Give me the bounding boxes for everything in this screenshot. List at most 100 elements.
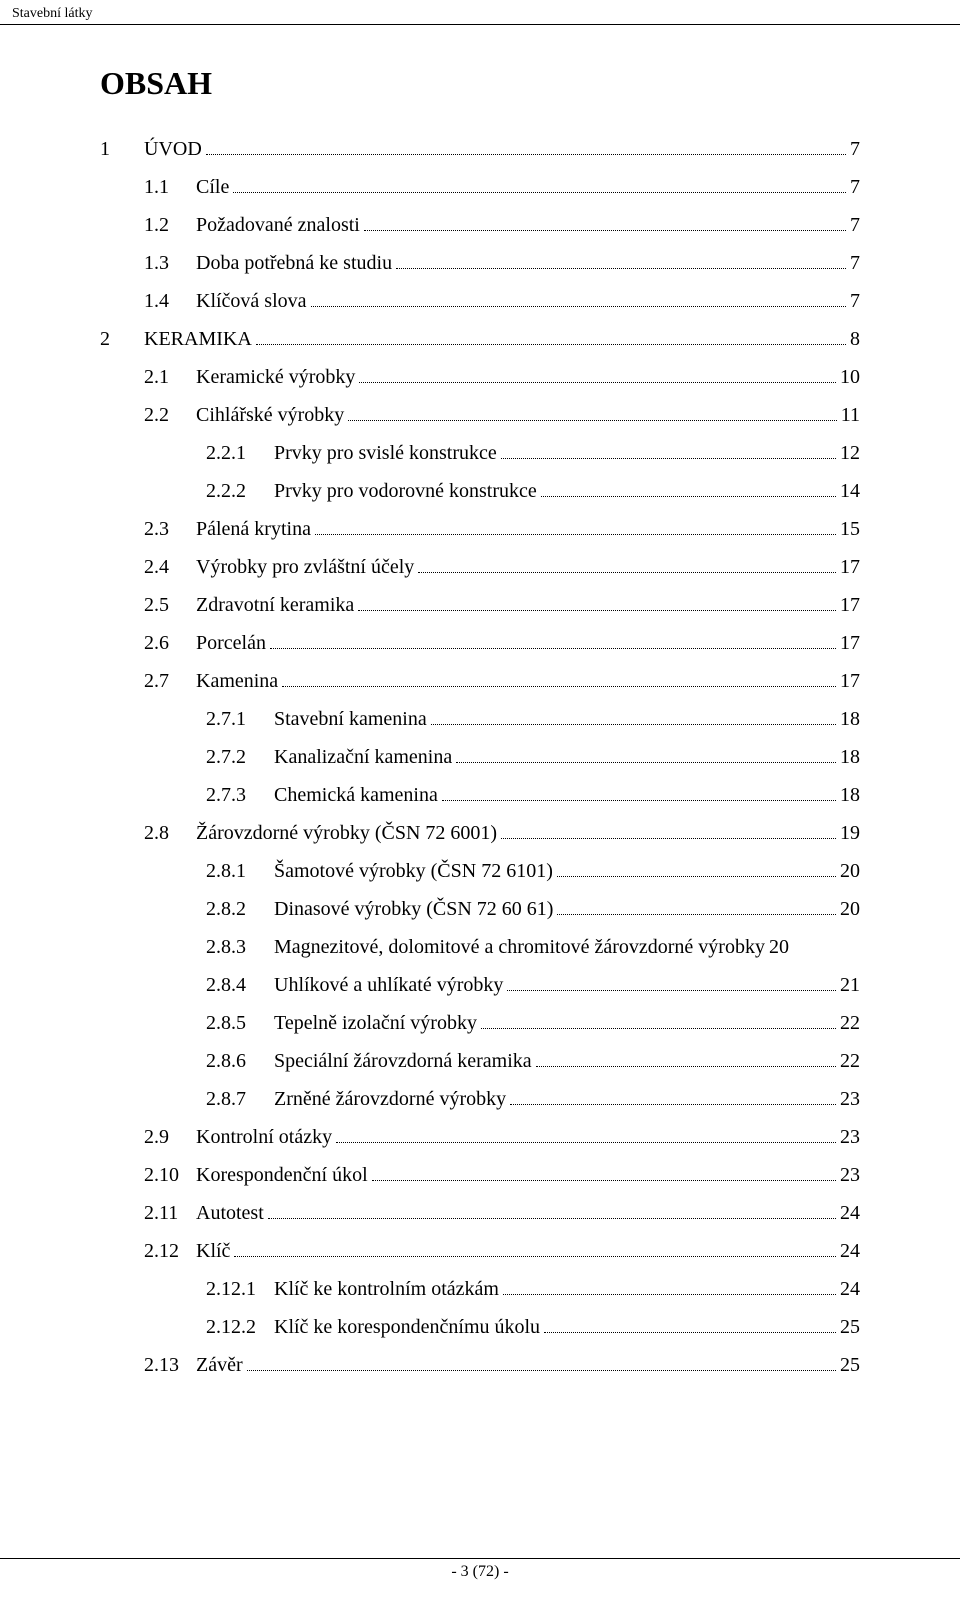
toc-entry[interactable]: 2.2Cihlářské výrobky 11 <box>100 396 860 434</box>
toc-entry[interactable]: 2.8.3Magnezitové, dolomitové a chromitov… <box>100 928 860 966</box>
toc-label: Korespondenční úkol <box>196 1156 368 1194</box>
toc-leader-dots <box>348 420 836 421</box>
page-content: OBSAH 1ÚVOD71.1Cíle71.2Požadované znalos… <box>0 25 960 1404</box>
toc-entry[interactable]: 2.8.2Dinasové výrobky (ČSN 72 60 61)20 <box>100 890 860 928</box>
toc-label: Zdravotní keramika <box>196 586 354 624</box>
toc-entry[interactable]: 2.7.1Stavební kamenina18 <box>100 700 860 738</box>
toc-label: Autotest <box>196 1194 264 1232</box>
toc-entry[interactable]: 1ÚVOD7 <box>100 130 860 168</box>
toc-number: 2.10 <box>144 1156 196 1194</box>
toc-number: 2.8.2 <box>206 890 274 928</box>
toc-label: Klíč ke kontrolním otázkám <box>274 1270 499 1308</box>
toc-number: 2.12.1 <box>206 1270 274 1308</box>
toc-label: Stavební kamenina <box>274 700 427 738</box>
toc-number: 2.11 <box>144 1194 196 1232</box>
toc-entry[interactable]: 2.8.5Tepelně izolační výrobky22 <box>100 1004 860 1042</box>
toc-entry[interactable]: 1.1Cíle7 <box>100 168 860 206</box>
toc-number: 2.2 <box>144 396 196 434</box>
toc-label: Magnezitové, dolomitové a chromitové žár… <box>274 928 765 966</box>
toc-label: Klíčová slova <box>196 282 307 320</box>
toc-leader-dots <box>557 914 836 915</box>
toc-leader-dots <box>336 1142 836 1143</box>
toc-label: Doba potřebná ke studiu <box>196 244 392 282</box>
toc-leader-dots <box>481 1028 836 1029</box>
toc-entry[interactable]: 2.10Korespondenční úkol23 <box>100 1156 860 1194</box>
toc-label: Uhlíkové a uhlíkaté výrobky <box>274 966 503 1004</box>
toc-label: Kamenina <box>196 662 278 700</box>
toc-page-number: 17 <box>840 624 860 662</box>
toc-label: Klíč ke korespondenčnímu úkolu <box>274 1308 540 1346</box>
toc-entry[interactable]: 2.8.1Šamotové výrobky (ČSN 72 6101) 20 <box>100 852 860 890</box>
toc-leader-dots <box>233 192 846 193</box>
toc-page-number: 24 <box>840 1194 860 1232</box>
toc-number: 2.8.1 <box>206 852 274 890</box>
toc-label: Porcelán <box>196 624 266 662</box>
toc-page-number: 20 <box>769 928 789 966</box>
toc-entry[interactable]: 2.3Pálená krytina15 <box>100 510 860 548</box>
toc-number: 2.4 <box>144 548 196 586</box>
toc-entry[interactable]: 2.13Závěr25 <box>100 1346 860 1384</box>
toc-entry[interactable]: 1.2Požadované znalosti7 <box>100 206 860 244</box>
toc-entry[interactable]: 2.7Kamenina17 <box>100 662 860 700</box>
toc-entry[interactable]: 2KERAMIKA8 <box>100 320 860 358</box>
toc-entry[interactable]: 2.2.1Prvky pro svislé konstrukce12 <box>100 434 860 472</box>
toc-leader-dots <box>206 154 846 155</box>
toc-entry[interactable]: 2.9Kontrolní otázky23 <box>100 1118 860 1156</box>
toc-leader-dots <box>507 990 836 991</box>
toc-number: 2.8.4 <box>206 966 274 1004</box>
toc-entry[interactable]: 2.12Klíč24 <box>100 1232 860 1270</box>
toc-leader-dots <box>510 1104 836 1105</box>
toc-entry[interactable]: 2.11Autotest 24 <box>100 1194 860 1232</box>
toc-entry[interactable]: 1.4Klíčová slova7 <box>100 282 860 320</box>
toc-leader-dots <box>358 610 836 611</box>
toc-page-number: 8 <box>850 320 860 358</box>
toc-number: 2.3 <box>144 510 196 548</box>
toc-page-number: 23 <box>840 1118 860 1156</box>
toc-entry[interactable]: 2.2.2Prvky pro vodorovné konstrukce14 <box>100 472 860 510</box>
toc-number: 2.8.6 <box>206 1042 274 1080</box>
toc-entry[interactable]: 2.8.4Uhlíkové a uhlíkaté výrobky21 <box>100 966 860 1004</box>
toc-page-number: 7 <box>850 244 860 282</box>
running-header: Stavební látky <box>0 0 960 25</box>
toc-entry[interactable]: 2.5Zdravotní keramika17 <box>100 586 860 624</box>
toc-page-number: 20 <box>840 852 860 890</box>
toc-entry[interactable]: 2.8Žárovzdorné výrobky (ČSN 72 6001)19 <box>100 814 860 852</box>
toc-leader-dots <box>268 1218 836 1219</box>
toc-page-number: 17 <box>840 548 860 586</box>
toc-entry[interactable]: 2.8.7Zrněné žárovzdorné výrobky23 <box>100 1080 860 1118</box>
table-of-contents: 1ÚVOD71.1Cíle71.2Požadované znalosti71.3… <box>100 130 860 1384</box>
toc-entry[interactable]: 1.3Doba potřebná ke studiu7 <box>100 244 860 282</box>
toc-entry[interactable]: 2.6Porcelán17 <box>100 624 860 662</box>
toc-entry[interactable]: 2.7.2Kanalizační kamenina18 <box>100 738 860 776</box>
toc-number: 2.8 <box>144 814 196 852</box>
toc-number: 2.5 <box>144 586 196 624</box>
toc-entry[interactable]: 2.12.1Klíč ke kontrolním otázkám 24 <box>100 1270 860 1308</box>
toc-label: Prvky pro vodorovné konstrukce <box>274 472 537 510</box>
toc-number: 2.2.1 <box>206 434 274 472</box>
toc-entry[interactable]: 2.8.6Speciální žárovzdorná keramika22 <box>100 1042 860 1080</box>
toc-page-number: 11 <box>841 396 860 434</box>
toc-leader-dots <box>311 306 846 307</box>
toc-leader-dots <box>256 344 846 345</box>
toc-label: Cihlářské výrobky <box>196 396 344 434</box>
toc-page-number: 14 <box>840 472 860 510</box>
toc-page-number: 25 <box>840 1308 860 1346</box>
toc-leader-dots <box>501 458 836 459</box>
toc-leader-dots <box>364 230 846 231</box>
toc-page-number: 24 <box>840 1270 860 1308</box>
toc-entry[interactable]: 2.1Keramické výrobky10 <box>100 358 860 396</box>
toc-leader-dots <box>418 572 836 573</box>
toc-label: Pálená krytina <box>196 510 311 548</box>
toc-entry[interactable]: 2.12.2Klíč ke korespondenčnímu úkolu25 <box>100 1308 860 1346</box>
toc-leader-dots <box>456 762 836 763</box>
toc-number: 2.8.5 <box>206 1004 274 1042</box>
toc-label: Klíč <box>196 1232 230 1270</box>
toc-number: 2.8.7 <box>206 1080 274 1118</box>
toc-leader-dots <box>247 1370 836 1371</box>
toc-entry[interactable]: 2.7.3Chemická kamenina18 <box>100 776 860 814</box>
toc-page-number: 25 <box>840 1346 860 1384</box>
toc-label: Šamotové výrobky (ČSN 72 6101) <box>274 852 553 890</box>
toc-label: Požadované znalosti <box>196 206 360 244</box>
toc-entry[interactable]: 2.4Výrobky pro zvláštní účely17 <box>100 548 860 586</box>
toc-number: 2.7.1 <box>206 700 274 738</box>
